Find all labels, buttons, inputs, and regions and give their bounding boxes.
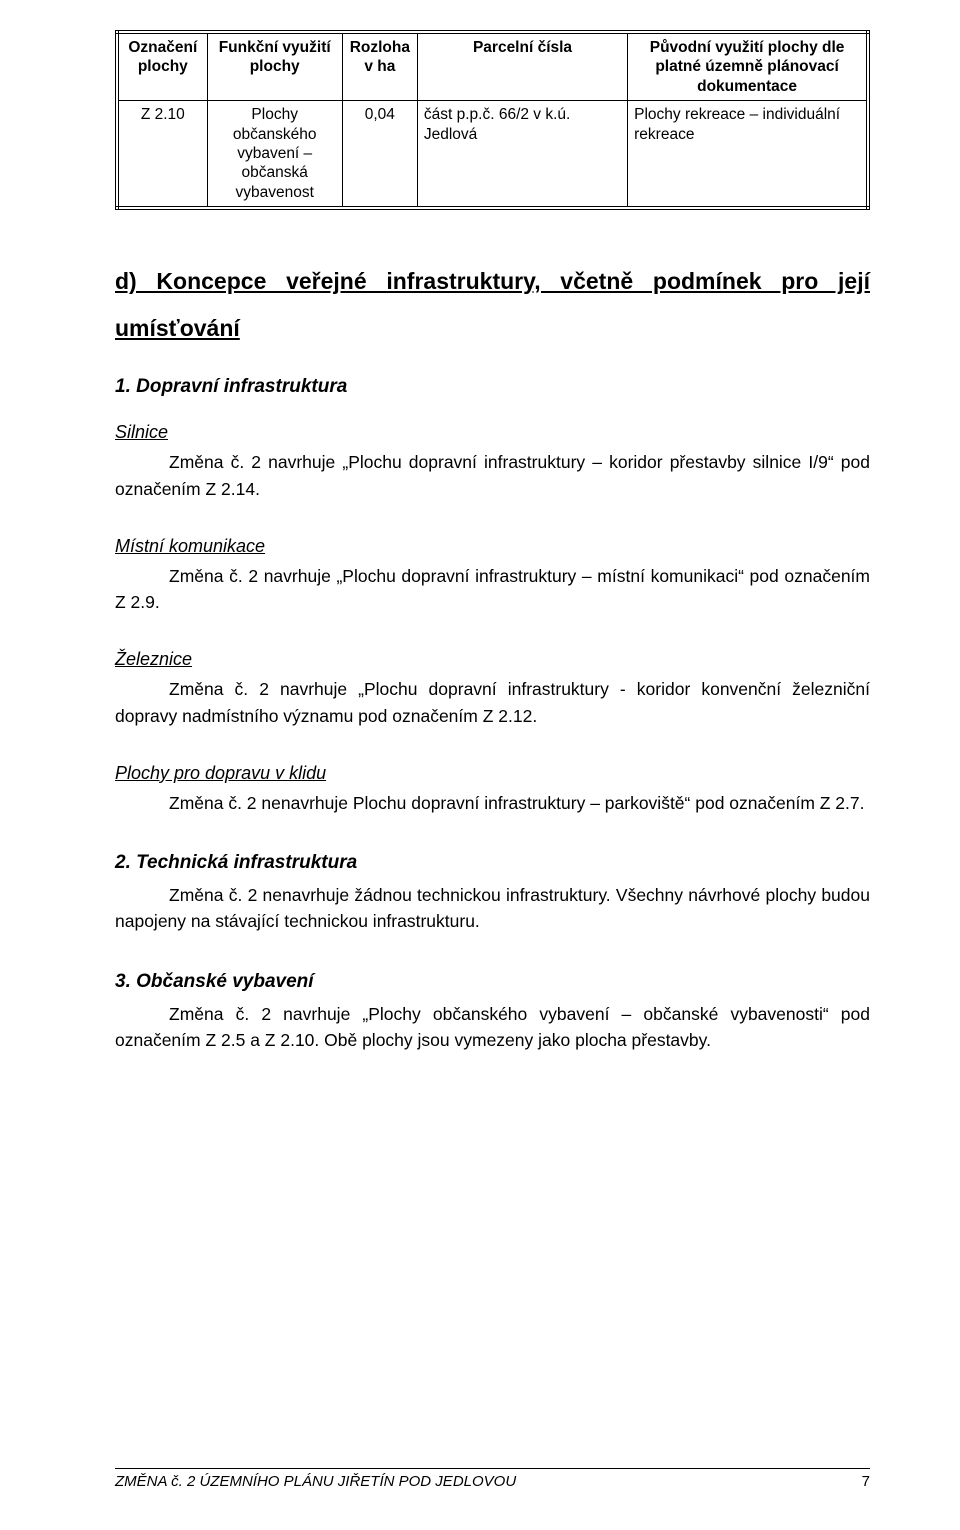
col-funkcni: Funkční využití plochy bbox=[207, 32, 342, 101]
text-zeleznice: Změna č. 2 navrhuje „Plochu dopravní inf… bbox=[115, 676, 870, 729]
text-klid: Změna č. 2 nenavrhuje Plochu dopravní in… bbox=[115, 790, 870, 816]
text-s2-content: Změna č. 2 nenavrhuje žádnou technickou … bbox=[115, 885, 870, 931]
label-mistni: Místní komunikace bbox=[115, 536, 870, 557]
label-silnice: Silnice bbox=[115, 422, 870, 443]
subsection-2-title: 2. Technická infrastruktura bbox=[115, 852, 870, 874]
text-s3-content: Změna č. 2 navrhuje „Plochy občanského v… bbox=[115, 1004, 870, 1050]
label-klid: Plochy pro dopravu v klidu bbox=[115, 763, 870, 784]
subsection-1-title: 1. Dopravní infrastruktura bbox=[115, 376, 870, 398]
col-oznaceni: Označení plochy bbox=[117, 32, 207, 101]
land-use-table: Označení plochy Funkční využití plochy R… bbox=[115, 30, 870, 210]
footer-divider bbox=[115, 1468, 870, 1469]
text-s3: Změna č. 2 navrhuje „Plochy občanského v… bbox=[115, 1001, 870, 1054]
col-rozloha: Rozloha v ha bbox=[342, 32, 417, 101]
text-s2: Změna č. 2 nenavrhuje žádnou technickou … bbox=[115, 882, 870, 935]
subsection-3-title: 3. Občanské vybavení bbox=[115, 971, 870, 993]
section-d-heading: d) Koncepce veřejné infrastruktury, včet… bbox=[115, 258, 870, 352]
text-mistni-content: Změna č. 2 navrhuje „Plochu dopravní inf… bbox=[115, 566, 870, 612]
cell-funkcni: Plochy občanského vybavení – občanská vy… bbox=[207, 101, 342, 208]
text-mistni: Změna č. 2 navrhuje „Plochu dopravní inf… bbox=[115, 563, 870, 616]
table-row: Z 2.10 Plochy občanského vybavení – obča… bbox=[117, 101, 868, 208]
cell-oznaceni: Z 2.10 bbox=[117, 101, 207, 208]
text-klid-content: Změna č. 2 nenavrhuje Plochu dopravní in… bbox=[169, 793, 865, 813]
cell-parcelni: část p.p.č. 66/2 v k.ú. Jedlová bbox=[417, 101, 627, 208]
page-footer: ZMĚNA č. 2 ÚZEMNÍHO PLÁNU JIŘETÍN POD JE… bbox=[115, 1468, 870, 1490]
col-parcelni: Parcelní čísla bbox=[417, 32, 627, 101]
text-silnice-content: Změna č. 2 navrhuje „Plochu dopravní inf… bbox=[115, 452, 870, 498]
footer-title: ZMĚNA č. 2 ÚZEMNÍHO PLÁNU JIŘETÍN POD JE… bbox=[115, 1473, 516, 1490]
text-zeleznice-content: Změna č. 2 navrhuje „Plochu dopravní inf… bbox=[115, 679, 870, 725]
table-header-row: Označení plochy Funkční využití plochy R… bbox=[117, 32, 868, 101]
label-zeleznice: Železnice bbox=[115, 649, 870, 670]
page: Označení plochy Funkční využití plochy R… bbox=[0, 0, 960, 1530]
col-puvodni: Původní využití plochy dle platné územně… bbox=[628, 32, 868, 101]
text-silnice: Změna č. 2 navrhuje „Plochu dopravní inf… bbox=[115, 449, 870, 502]
cell-puvodni: Plochy rekreace – individuální rekreace bbox=[628, 101, 868, 208]
cell-rozloha: 0,04 bbox=[342, 101, 417, 208]
page-number: 7 bbox=[862, 1473, 870, 1490]
